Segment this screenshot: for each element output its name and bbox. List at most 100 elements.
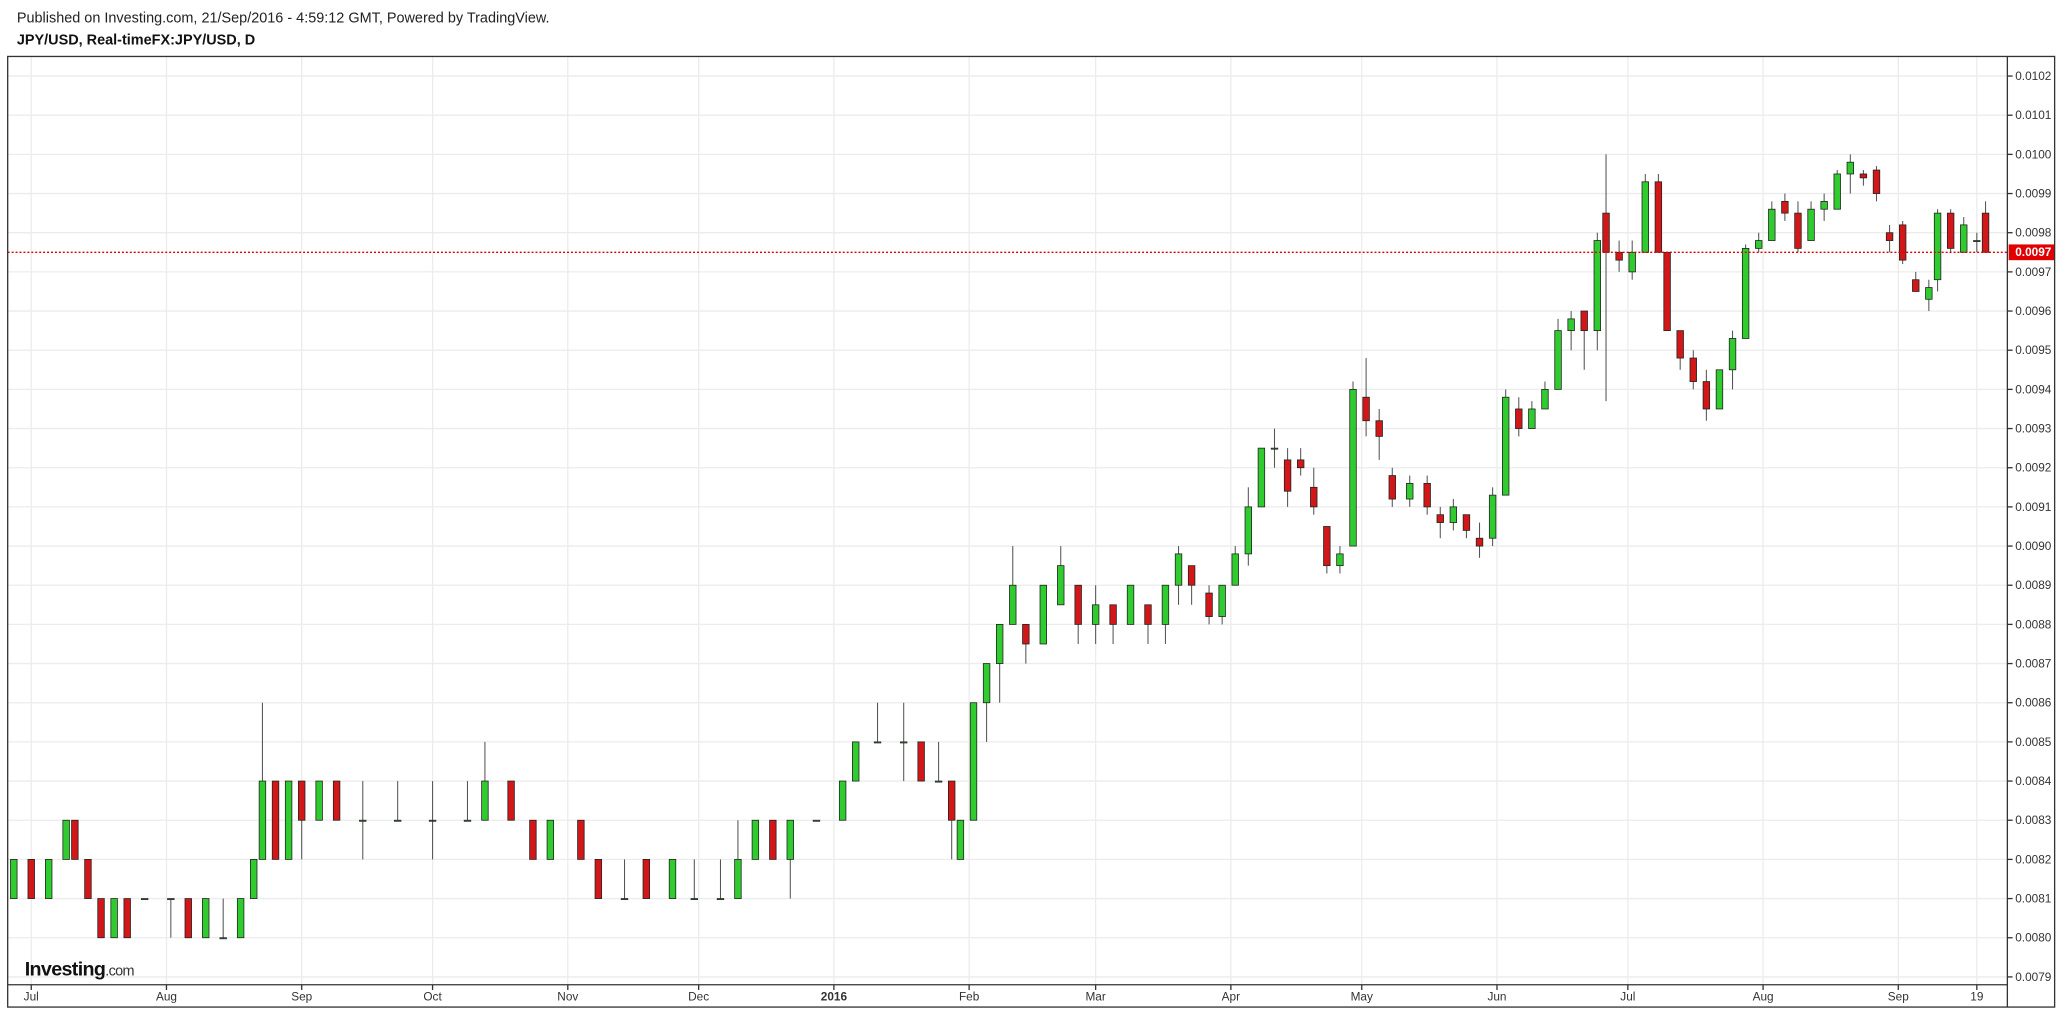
candle-body <box>1872 169 1881 194</box>
x-tick-label: Aug <box>1753 989 1774 1003</box>
candle-body <box>1741 247 1750 339</box>
candle-body <box>219 937 227 940</box>
candle-body <box>507 780 515 821</box>
candle-body <box>1898 224 1907 261</box>
candle-body <box>1973 240 1981 242</box>
y-tick-label: 0.0079 <box>2015 970 2051 984</box>
y-tick-label: 0.0097 <box>2015 265 2051 279</box>
published-note: Published on Investing.com, 21/Sep/2016 … <box>17 10 550 26</box>
candle-body <box>1144 604 1152 625</box>
candle-body <box>1091 604 1100 625</box>
candle-body <box>393 819 402 822</box>
candle-body <box>995 624 1004 664</box>
candle-body <box>62 819 70 860</box>
x-tick-label: Aug <box>156 989 177 1003</box>
candle-body <box>786 819 794 860</box>
candle-body <box>1946 212 1955 249</box>
candle-body <box>1846 161 1854 175</box>
candle-body <box>769 819 777 860</box>
candle-body <box>1820 200 1828 210</box>
candle-body <box>1628 251 1636 273</box>
candle-body <box>1388 475 1396 500</box>
candle-body <box>463 819 472 822</box>
x-tick-label: Jul <box>1620 989 1635 1003</box>
candle-body <box>577 819 585 860</box>
y-tick-label: 0.0087 <box>2015 657 2051 671</box>
candle-body <box>751 819 760 860</box>
candle-body <box>956 819 965 860</box>
y-tick-label: 0.0100 <box>2015 147 2052 161</box>
candle-body <box>315 780 323 821</box>
candle-body <box>668 859 677 899</box>
candle-body <box>1074 584 1082 625</box>
candle-body <box>97 898 105 939</box>
candle-body <box>1462 514 1471 531</box>
candle-body <box>1781 200 1789 214</box>
y-tick-label: 0.0080 <box>2015 931 2052 945</box>
y-tick-label: 0.0096 <box>2015 304 2052 318</box>
candle-body <box>1925 287 1933 300</box>
axes: 0.0079 0.0080 0.0081 0.0082 0.0083 0.0084 0.00… <box>24 69 2055 1003</box>
candle-body <box>184 898 192 939</box>
candle-body <box>1654 181 1663 253</box>
y-tick-label: 0.0082 <box>2015 852 2051 866</box>
x-tick-label: Apr <box>1222 989 1240 1003</box>
candle-body <box>359 819 367 822</box>
candle-body <box>167 898 175 901</box>
candle-body <box>1375 420 1383 437</box>
x-tick-label: 19 <box>1970 989 1983 1003</box>
candle-body <box>838 780 847 821</box>
candle-body <box>1676 330 1684 359</box>
candle-body <box>1362 396 1370 422</box>
y-tick-label: 0.0088 <box>2015 617 2052 631</box>
candle-body <box>1270 447 1279 450</box>
candle-body <box>123 898 131 939</box>
y-tick-label: 0.0090 <box>2015 539 2052 553</box>
y-tick-label: 0.0093 <box>2015 421 2052 435</box>
candle-body <box>1641 181 1649 253</box>
candle-body <box>1296 459 1305 469</box>
candle-body <box>1257 447 1266 508</box>
y-tick-label: 0.0085 <box>2015 735 2052 749</box>
y-tick-label: 0.0084 <box>2015 774 2052 788</box>
candle-body <box>1323 526 1331 567</box>
candle-body <box>852 741 860 782</box>
candle-body <box>1981 212 1990 253</box>
candle-body <box>1423 482 1431 508</box>
candle-body <box>1057 565 1065 606</box>
x-tick-label: Jul <box>24 989 39 1003</box>
candle-body <box>1502 396 1510 496</box>
candle-body <box>594 859 603 899</box>
candle-body <box>481 780 489 821</box>
candle-body <box>642 859 651 899</box>
candle-body <box>934 780 943 783</box>
logo-name: Investing <box>25 959 106 981</box>
candle-body <box>1689 357 1697 382</box>
x-tick-label: Mar <box>1085 989 1105 1003</box>
candle-body <box>110 898 118 939</box>
candle-body <box>1515 408 1523 429</box>
candle-body <box>1310 486 1318 508</box>
candle-body <box>917 741 925 782</box>
y-tick-label: 0.0081 <box>2015 892 2051 906</box>
candle-body <box>45 859 53 899</box>
candle-body <box>1768 208 1776 241</box>
last-price-label: 0.0097 <box>2015 245 2052 259</box>
y-tick-label: 0.0102 <box>2015 69 2051 83</box>
y-tick-label: 0.0083 <box>2015 813 2052 827</box>
candle-body <box>1960 224 1968 253</box>
candle-body <box>1349 388 1357 547</box>
candle-body <box>1715 369 1724 410</box>
grid <box>7 56 2008 985</box>
candle-body <box>620 898 629 901</box>
y-tick-label: 0.0098 <box>2015 226 2052 240</box>
candle-body <box>948 780 956 821</box>
candle-body <box>1336 553 1344 567</box>
x-tick-label: Jun <box>1487 989 1506 1003</box>
y-tick-label: 0.0089 <box>2015 578 2051 592</box>
y-tick-label: 0.0094 <box>2015 382 2052 396</box>
candle-body <box>1283 459 1292 492</box>
candle-body <box>1933 212 1942 281</box>
candle-body <box>1126 584 1135 625</box>
